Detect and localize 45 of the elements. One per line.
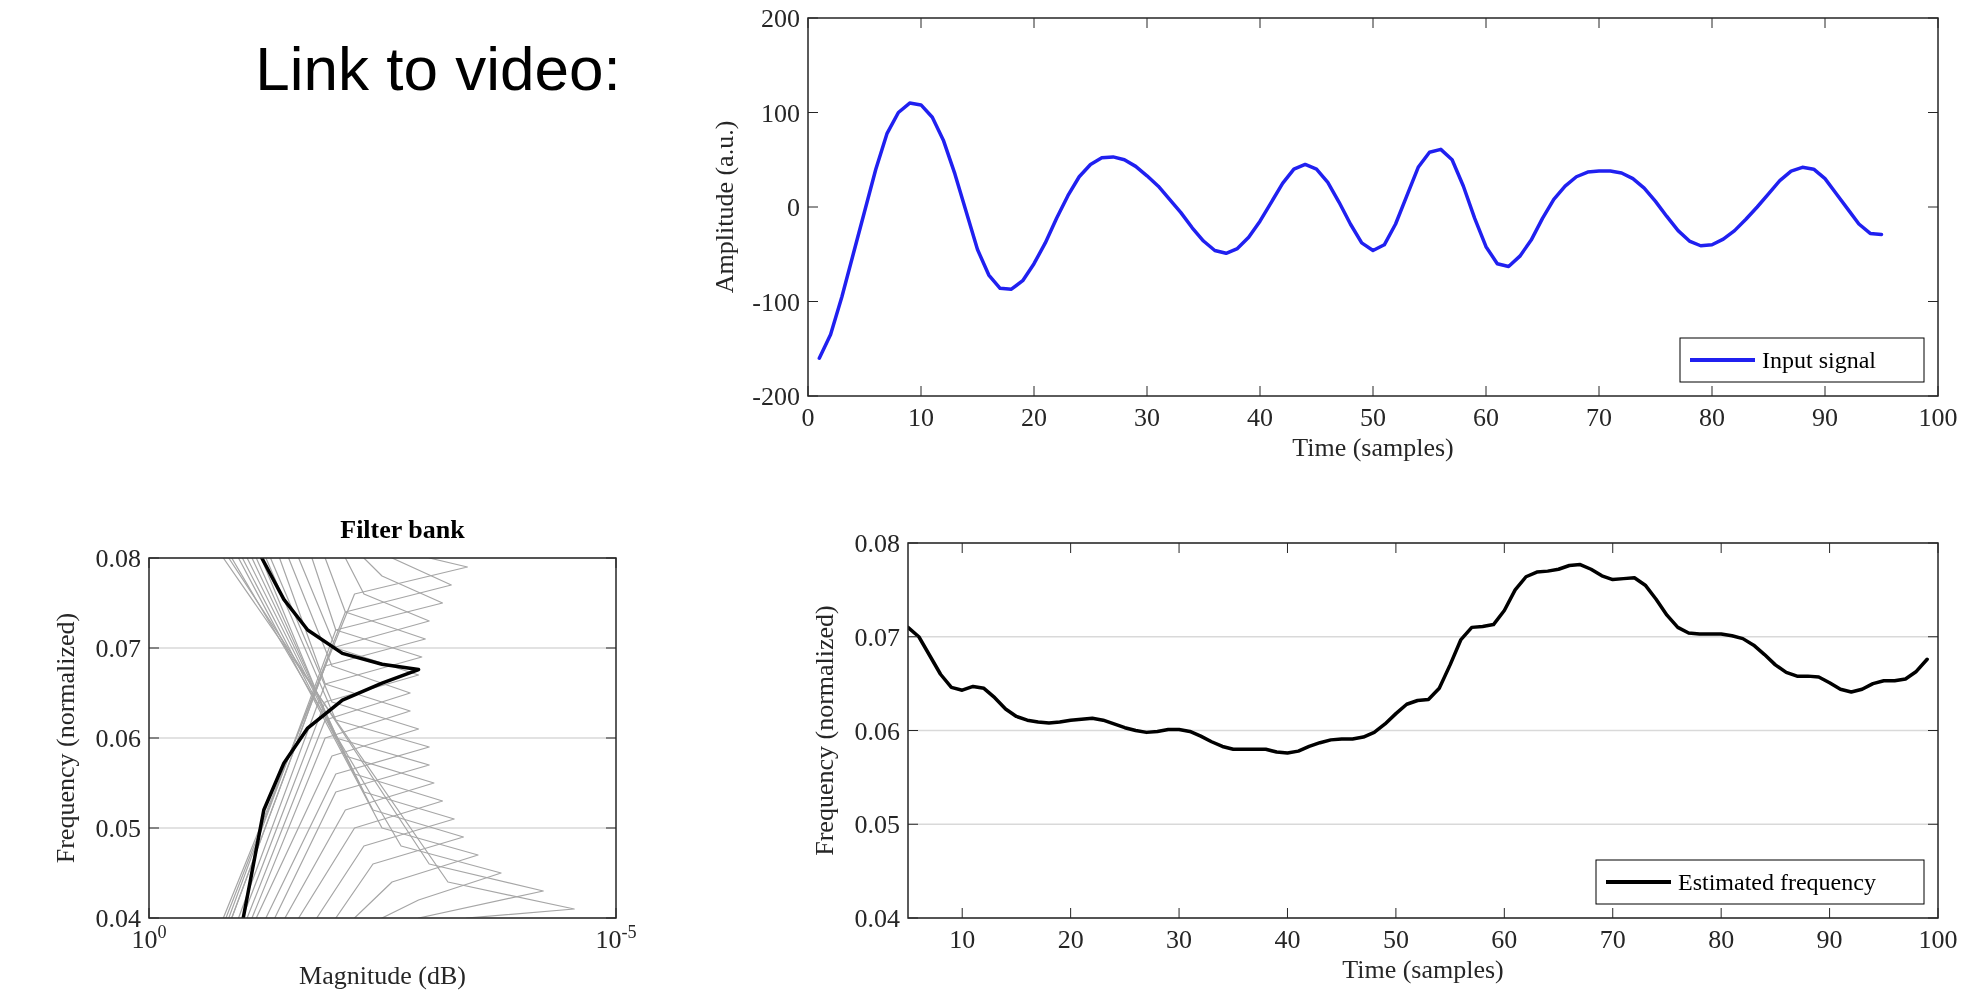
y-tick-label: 100 [761,98,800,128]
x-tick-label: 100 [1918,403,1958,432]
y-tick-label: 0.06 [95,724,141,753]
y-tick-label: 0.07 [95,634,141,663]
x-tick-label: 30 [1134,403,1160,432]
x-tick-label: 90 [1816,925,1843,954]
y-tick-label: 0.07 [854,622,900,652]
x-tick-label: 70 [1586,403,1612,432]
legend-label: Estimated frequency [1678,869,1876,895]
x-tick-label: 10$^{-5}$ [595,922,637,954]
x-tick-label: 80 [1708,925,1735,954]
y-tick-label: 0.05 [95,814,141,843]
y-tick-label: 0.05 [854,810,900,840]
x-tick-label: 70 [1599,925,1626,954]
x-tick-label: 50 [1382,925,1409,954]
x-tick-label: 60 [1473,403,1499,432]
y-tick-label: -100 [752,287,800,317]
y-axis-title: Frequency (normalized) [810,605,839,856]
x-tick-label: 50 [1360,403,1386,432]
x-tick-label: 40 [1247,403,1273,432]
y-tick-label: 0.08 [95,544,141,573]
x-tick-label: 10 [908,403,934,432]
text: Link to video: [255,34,621,103]
y-tick-label: 0 [787,193,800,222]
x-tick-label: 90 [1812,403,1838,432]
x-tick-label: 100 [1918,925,1958,954]
x-axis-title: Time (samples) [1342,955,1504,984]
y-tick-label: -200 [752,382,800,411]
y-tick-label: 0.08 [854,529,900,558]
x-tick-label: 20 [1057,925,1084,954]
x-tick-label: 20 [1021,403,1047,432]
x-tick-label: 10 [949,925,976,954]
legend-label: Input signal [1762,347,1877,373]
y-tick-label: 0.04 [854,904,900,933]
y-axis-title: Amplitude (a.u.) [710,120,739,294]
chart-title: Filter bank [340,515,466,544]
x-tick-label: 80 [1699,403,1725,432]
x-tick-label: 60 [1491,925,1518,954]
x-tick-label: 30 [1166,925,1193,954]
y-axis-title: Frequency (normalized) [51,612,80,864]
x-axis-title: Time (samples) [1292,433,1454,462]
x-tick-label: 40 [1274,925,1301,954]
x-axis-title: Magnitude (dB) [299,961,466,990]
y-tick-label: 0.06 [854,716,900,746]
y-tick-label: 200 [761,4,800,33]
